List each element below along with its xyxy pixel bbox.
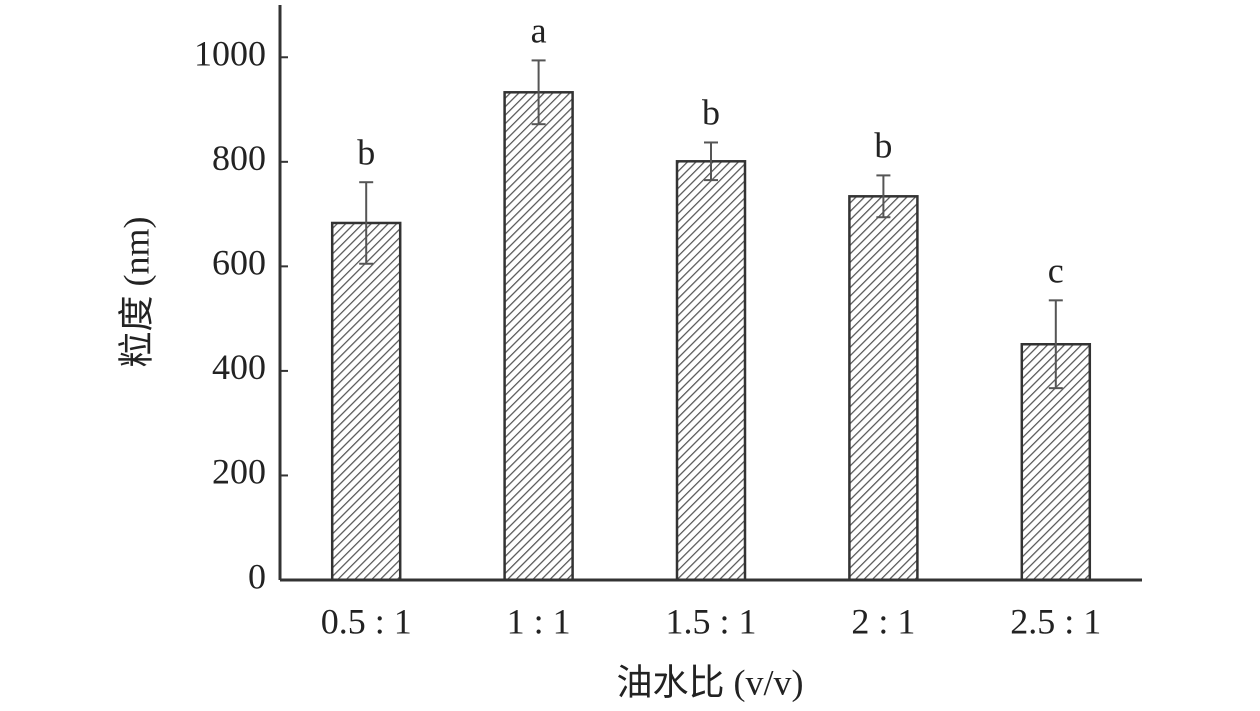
y-tick-label: 200 <box>212 452 266 492</box>
bar <box>503 91 574 582</box>
bar <box>675 160 747 582</box>
y-tick-label: 1000 <box>194 34 266 74</box>
y-tick-label: 800 <box>212 138 266 178</box>
x-tick-label: 1 : 1 <box>507 601 571 641</box>
annotation: c <box>1048 251 1064 291</box>
x-tick-label: 1.5 : 1 <box>665 601 756 641</box>
bar <box>848 195 919 582</box>
bar <box>330 221 402 582</box>
annotation: b <box>357 132 375 172</box>
x-axis-title: 油水比 (v/v) <box>617 662 804 702</box>
x-tick-label: 0.5 : 1 <box>321 601 412 641</box>
y-tick-label: 400 <box>212 347 266 387</box>
y-tick-label: 600 <box>212 243 266 283</box>
y-tick-label: 0 <box>248 556 266 596</box>
x-tick-label: 2 : 1 <box>851 601 915 641</box>
annotation: b <box>702 93 720 133</box>
annotation: b <box>874 126 892 166</box>
x-tick-label: 2.5 : 1 <box>1010 601 1101 641</box>
y-axis-title: 粒度 (nm) <box>116 217 156 368</box>
annotation: a <box>531 11 547 51</box>
